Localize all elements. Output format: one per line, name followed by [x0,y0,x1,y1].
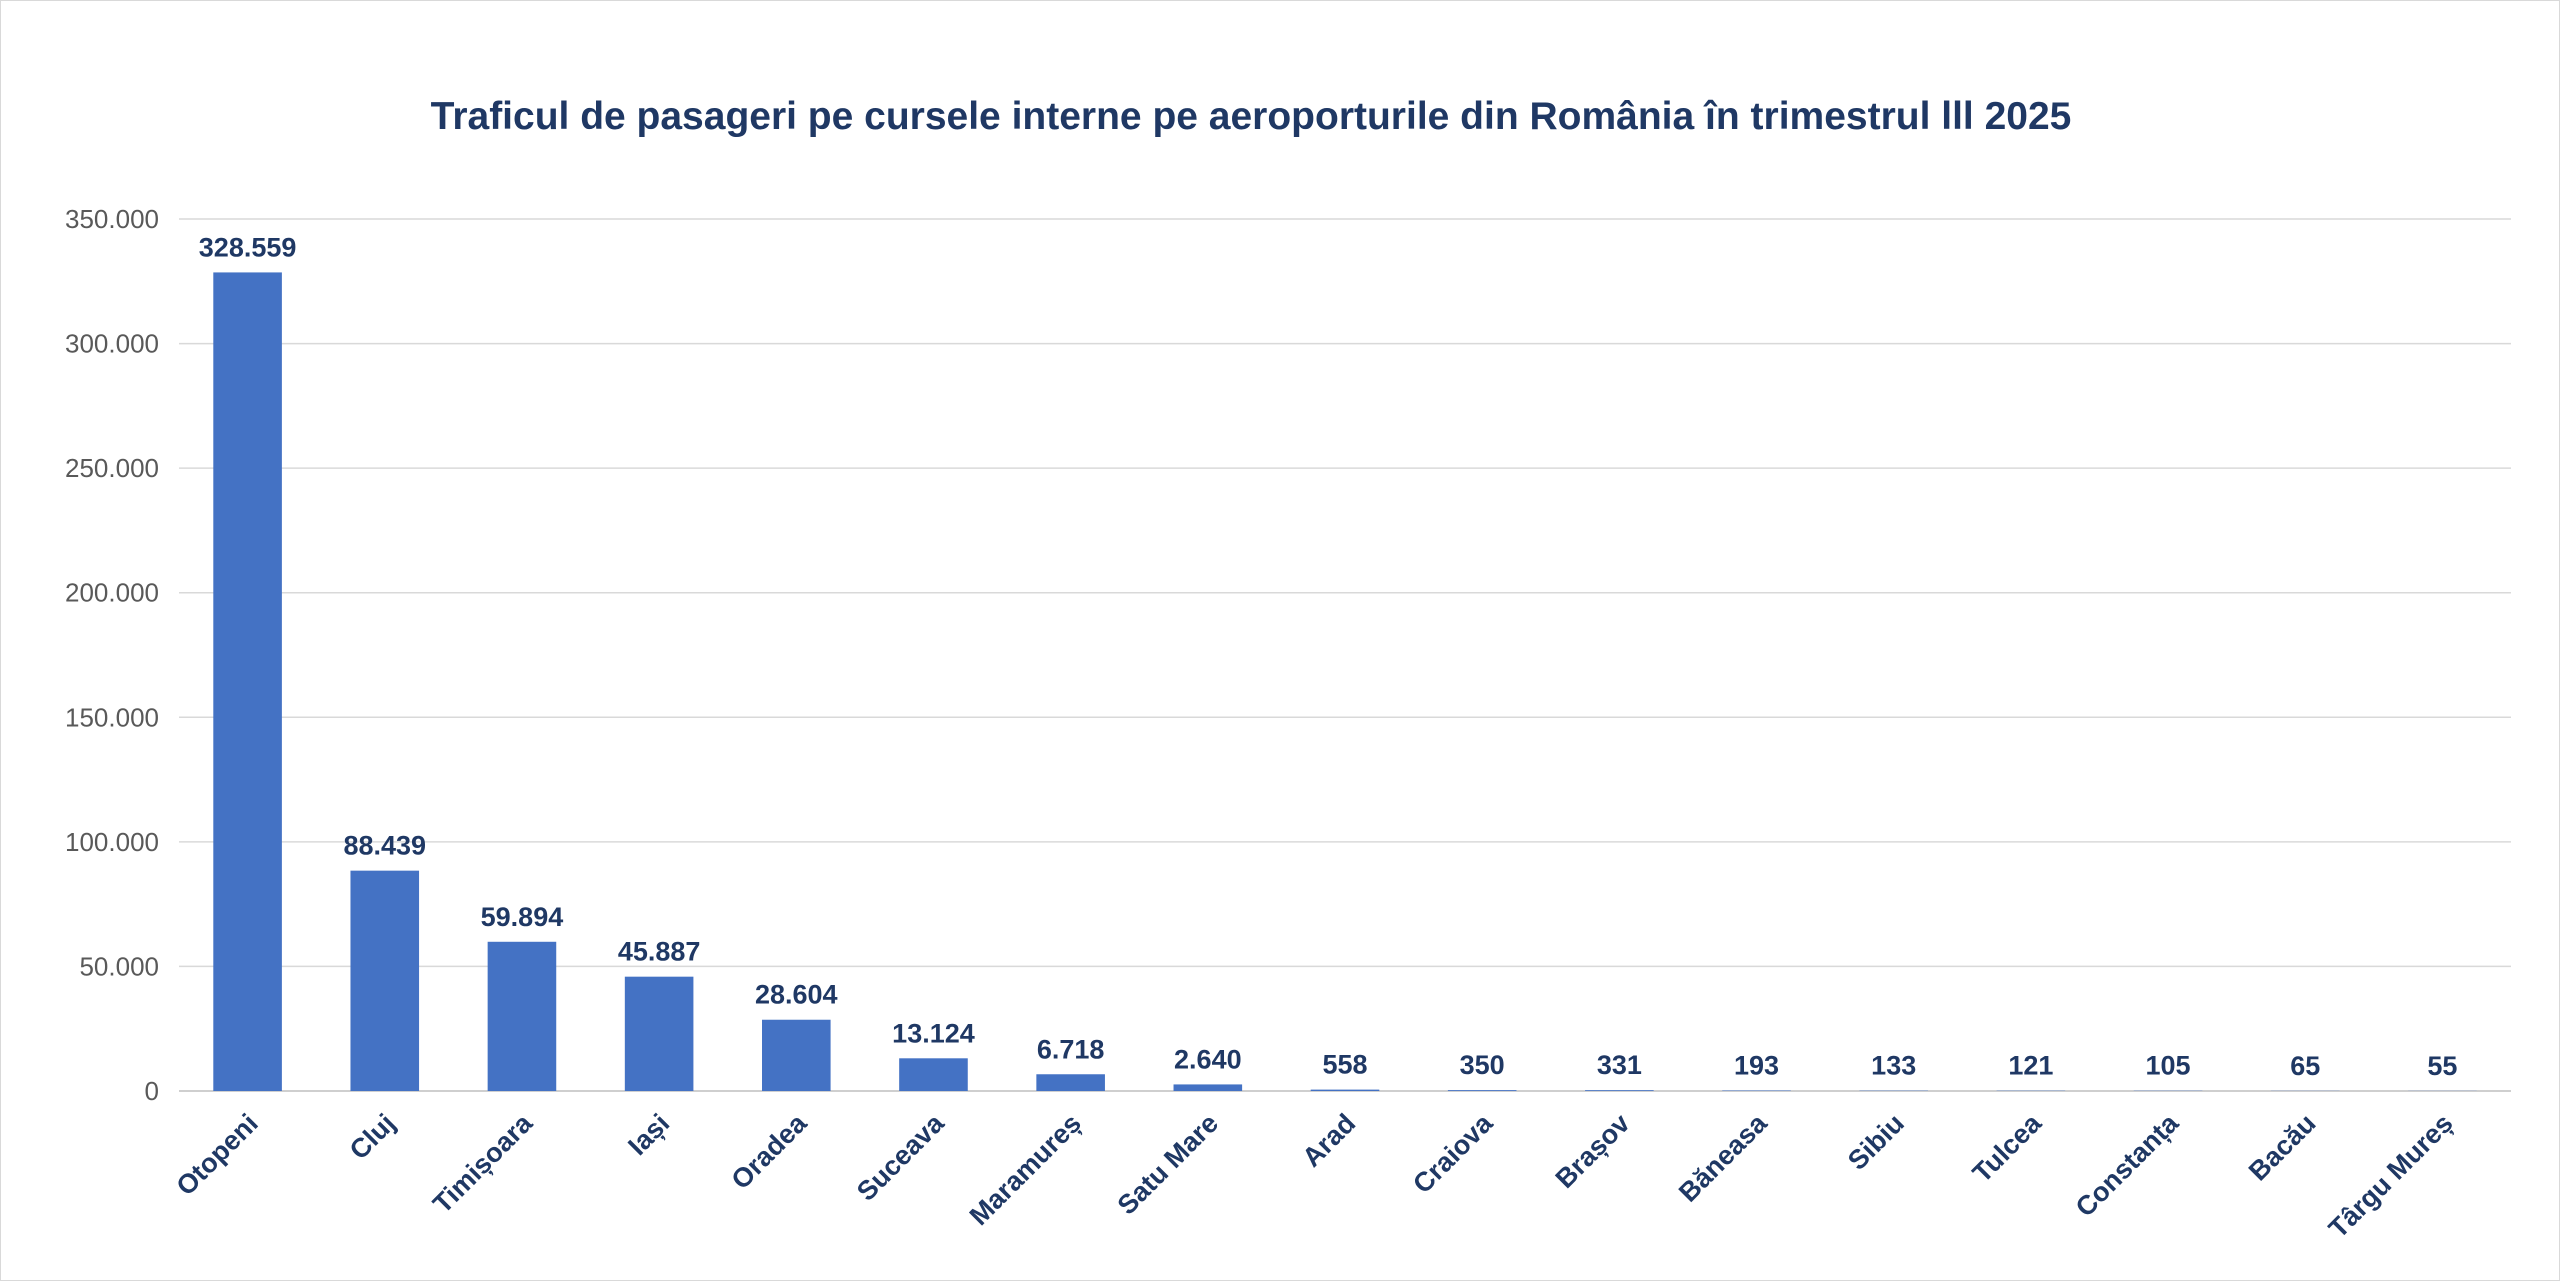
x-axis-tick-labels: Otopeni Cluj Timișoara Iași Oradea Suceava Mar… [170,1107,2458,1243]
bar [1310,1089,1380,1091]
y-tick-label: 200.000 [65,578,159,608]
bar [213,272,282,1092]
data-label: 331 [1597,1050,1642,1080]
data-label: 6.718 [1037,1034,1105,1064]
x-tick-label: Oradea [726,1107,814,1195]
x-tick-label: Iași [622,1108,675,1161]
y-tick-label: 300.000 [65,329,159,359]
data-labels: 328.559 88.439 59.894 45.887 28.604 13.124 6.7… [199,232,2458,1080]
bars [213,272,2477,1092]
data-label: 13.124 [892,1018,975,1048]
x-tick-label: Maramureș [964,1108,1087,1231]
data-label: 121 [2008,1051,2053,1081]
y-tick-label: 0 [145,1076,159,1106]
y-tick-label: 250.000 [65,453,159,483]
x-tick-label: Satu Mare [1112,1108,1224,1220]
bar [1585,1090,1654,1091]
data-label: 328.559 [199,232,297,262]
x-tick-label: Târgu Mureș [2323,1108,2459,1244]
bar [899,1058,968,1091]
data-label: 558 [1322,1050,1367,1080]
data-label: 350 [1460,1050,1505,1080]
data-label: 55 [2427,1051,2457,1081]
bar [487,941,557,1091]
y-tick-label: 100.000 [65,827,159,857]
data-label: 2.640 [1174,1044,1242,1074]
x-tick-label: Tulcea [1967,1107,2048,1188]
y-tick-label: 150.000 [65,702,159,732]
x-tick-label: Constanța [2070,1107,2185,1222]
data-label: 59.894 [481,902,564,932]
bar [1036,1074,1105,1091]
y-tick-label: 350.000 [65,204,159,234]
data-label: 193 [1734,1051,1779,1081]
data-label: 133 [1871,1051,1916,1081]
gridlines [179,218,2511,1092]
data-label: 45.887 [618,937,701,967]
x-tick-label: Bacău [2243,1108,2322,1187]
y-axis-tick-labels: 0 50.000 100.000 150.000 200.000 250.000 300.0… [65,204,159,1106]
bar [624,976,694,1091]
y-tick-label: 50.000 [79,951,159,981]
bar [1447,1090,1517,1091]
bar [1173,1084,1243,1091]
x-tick-label: Sibiu [1842,1108,1910,1176]
data-label: 65 [2290,1051,2320,1081]
chart-title: Traficul de pasageri pe cursele interne … [431,95,2072,138]
bar [350,870,420,1091]
data-label: 28.604 [755,980,838,1010]
x-tick-label: Otopeni [170,1108,263,1201]
x-tick-label: Arad [1297,1108,1362,1173]
x-tick-label: Brașov [1550,1108,1636,1194]
x-tick-label: Suceava [851,1107,950,1206]
x-tick-label: Craiova [1407,1107,1499,1199]
x-tick-label: Băneasa [1673,1107,1773,1207]
x-tick-label: Cluj [344,1108,401,1165]
data-label: 88.439 [343,831,426,861]
bar [762,1019,831,1091]
data-label: 105 [2146,1051,2191,1081]
x-tick-label: Timișoara [427,1107,539,1219]
